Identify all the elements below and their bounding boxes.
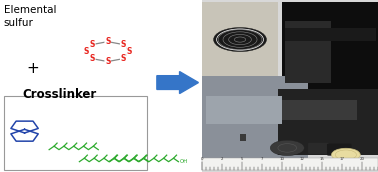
Bar <box>278 89 378 155</box>
Text: OH: OH <box>180 159 188 164</box>
Bar <box>285 28 376 41</box>
Bar <box>202 158 378 170</box>
Bar <box>285 21 331 83</box>
Text: S: S <box>90 40 95 49</box>
Text: S: S <box>90 54 95 63</box>
Text: 2: 2 <box>221 157 223 161</box>
Text: 5: 5 <box>241 157 243 161</box>
Text: S: S <box>127 47 132 56</box>
Circle shape <box>214 28 266 52</box>
FancyArrow shape <box>157 72 198 94</box>
Bar <box>202 0 378 172</box>
Bar <box>202 76 308 158</box>
Text: 12: 12 <box>300 157 305 161</box>
Text: 15: 15 <box>320 157 324 161</box>
Bar <box>282 2 378 91</box>
Text: 7: 7 <box>261 157 263 161</box>
Bar <box>240 134 246 141</box>
Text: S: S <box>83 47 88 56</box>
Text: 20: 20 <box>359 157 364 161</box>
Text: S: S <box>121 40 126 49</box>
Text: S: S <box>105 57 110 66</box>
FancyBboxPatch shape <box>4 96 147 170</box>
FancyBboxPatch shape <box>327 144 352 156</box>
Text: Crosslinker: Crosslinker <box>23 88 97 101</box>
Text: S: S <box>121 54 126 63</box>
Text: Elemental
sulfur: Elemental sulfur <box>4 5 56 28</box>
Text: 10: 10 <box>280 157 285 161</box>
Circle shape <box>332 148 360 161</box>
Text: 17: 17 <box>339 157 345 161</box>
Text: +: + <box>26 61 39 76</box>
Bar <box>202 2 278 77</box>
FancyBboxPatch shape <box>308 143 329 154</box>
Bar <box>282 100 357 120</box>
Text: S: S <box>105 37 110 46</box>
Circle shape <box>270 140 304 156</box>
Bar <box>206 96 282 124</box>
Text: 0: 0 <box>201 157 203 161</box>
